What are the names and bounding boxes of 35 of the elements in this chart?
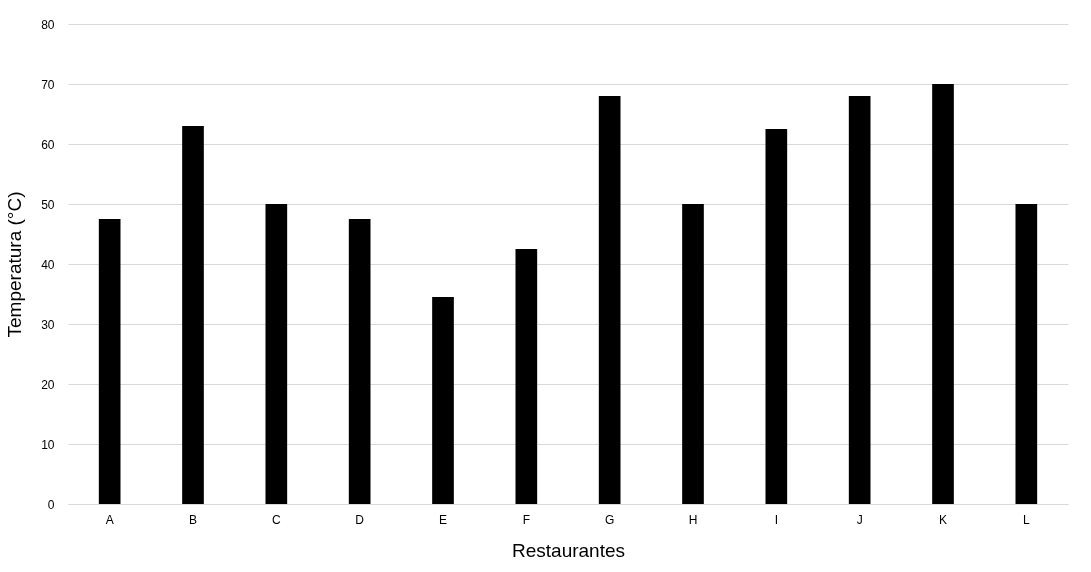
bar <box>1015 204 1038 504</box>
bar <box>265 204 288 504</box>
y-tick-label: 60 <box>41 137 55 152</box>
y-tick-label: 20 <box>41 377 55 392</box>
x-tick-label: K <box>938 512 948 527</box>
bar <box>598 96 621 504</box>
x-tick-label: H <box>688 512 698 527</box>
bar <box>848 96 871 504</box>
y-axis-title: Temperatura (°C) <box>4 191 26 338</box>
x-tick-label: I <box>774 512 779 527</box>
x-tick-label: B <box>188 512 198 527</box>
y-tick-label: 0 <box>47 497 55 512</box>
x-tick-label: C <box>272 512 281 527</box>
x-tick-label: D <box>355 512 365 527</box>
bar <box>932 84 954 504</box>
x-tick-label: L <box>1022 512 1030 527</box>
x-axis-title: Restaurantes <box>511 539 626 561</box>
x-tick-label: A <box>105 512 114 527</box>
y-tick-label: 50 <box>41 197 55 212</box>
x-tick-label: F <box>522 512 531 527</box>
bar <box>765 129 788 504</box>
x-tick-label: G <box>604 512 615 527</box>
bar <box>182 126 204 504</box>
x-tick-label: E <box>438 512 448 527</box>
bar <box>98 219 121 504</box>
bar <box>348 219 371 504</box>
y-tick-label: 40 <box>41 257 55 272</box>
bar <box>682 204 704 504</box>
bar <box>515 249 538 504</box>
y-tick-label: 10 <box>41 437 55 452</box>
y-tick-label: 30 <box>41 317 55 332</box>
y-tick-label: 70 <box>41 77 55 92</box>
x-tick-label: J <box>856 512 863 527</box>
bar <box>432 297 454 504</box>
y-tick-label: 80 <box>41 17 55 32</box>
